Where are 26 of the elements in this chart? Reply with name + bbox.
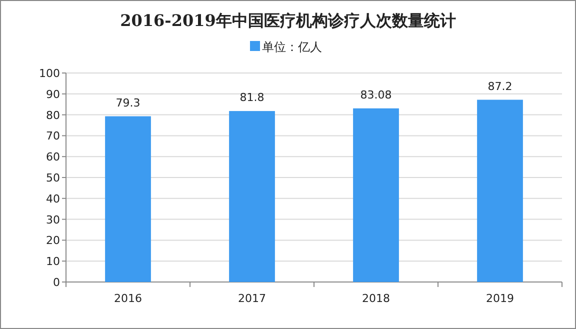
chart-title: 2016-2019年中国医疗机构诊疗人次数量统计 (120, 11, 456, 30)
data-label: 87.2 (488, 80, 512, 93)
x-tick-label: 2017 (238, 292, 266, 305)
y-tick-label: 10 (46, 255, 60, 268)
bar (353, 108, 399, 282)
y-tick-label: 70 (46, 130, 60, 143)
y-tick-label: 30 (46, 213, 60, 226)
x-tick-label: 2016 (114, 292, 142, 305)
y-tick-label: 20 (46, 234, 60, 248)
data-label: 79.3 (116, 96, 140, 110)
y-tick-label: 40 (46, 192, 60, 206)
legend: 单位：亿人 (250, 40, 322, 54)
y-tick-label: 100 (39, 67, 60, 80)
y-tick-label: 90 (46, 88, 60, 101)
data-label: 81.8 (240, 91, 264, 104)
bar (229, 111, 275, 282)
y-tick-label: 60 (46, 150, 60, 164)
y-tick-label: 50 (46, 172, 60, 184)
x-tick-label: 2018 (362, 292, 390, 305)
legend-label: 单位：亿人 (262, 40, 322, 54)
y-tick-label: 0 (53, 276, 60, 289)
data-label: 83.08 (360, 88, 392, 102)
x-tick-label: 2019 (486, 292, 514, 305)
bar (477, 100, 523, 282)
y-tick-label: 80 (46, 108, 60, 122)
bar (105, 116, 151, 282)
